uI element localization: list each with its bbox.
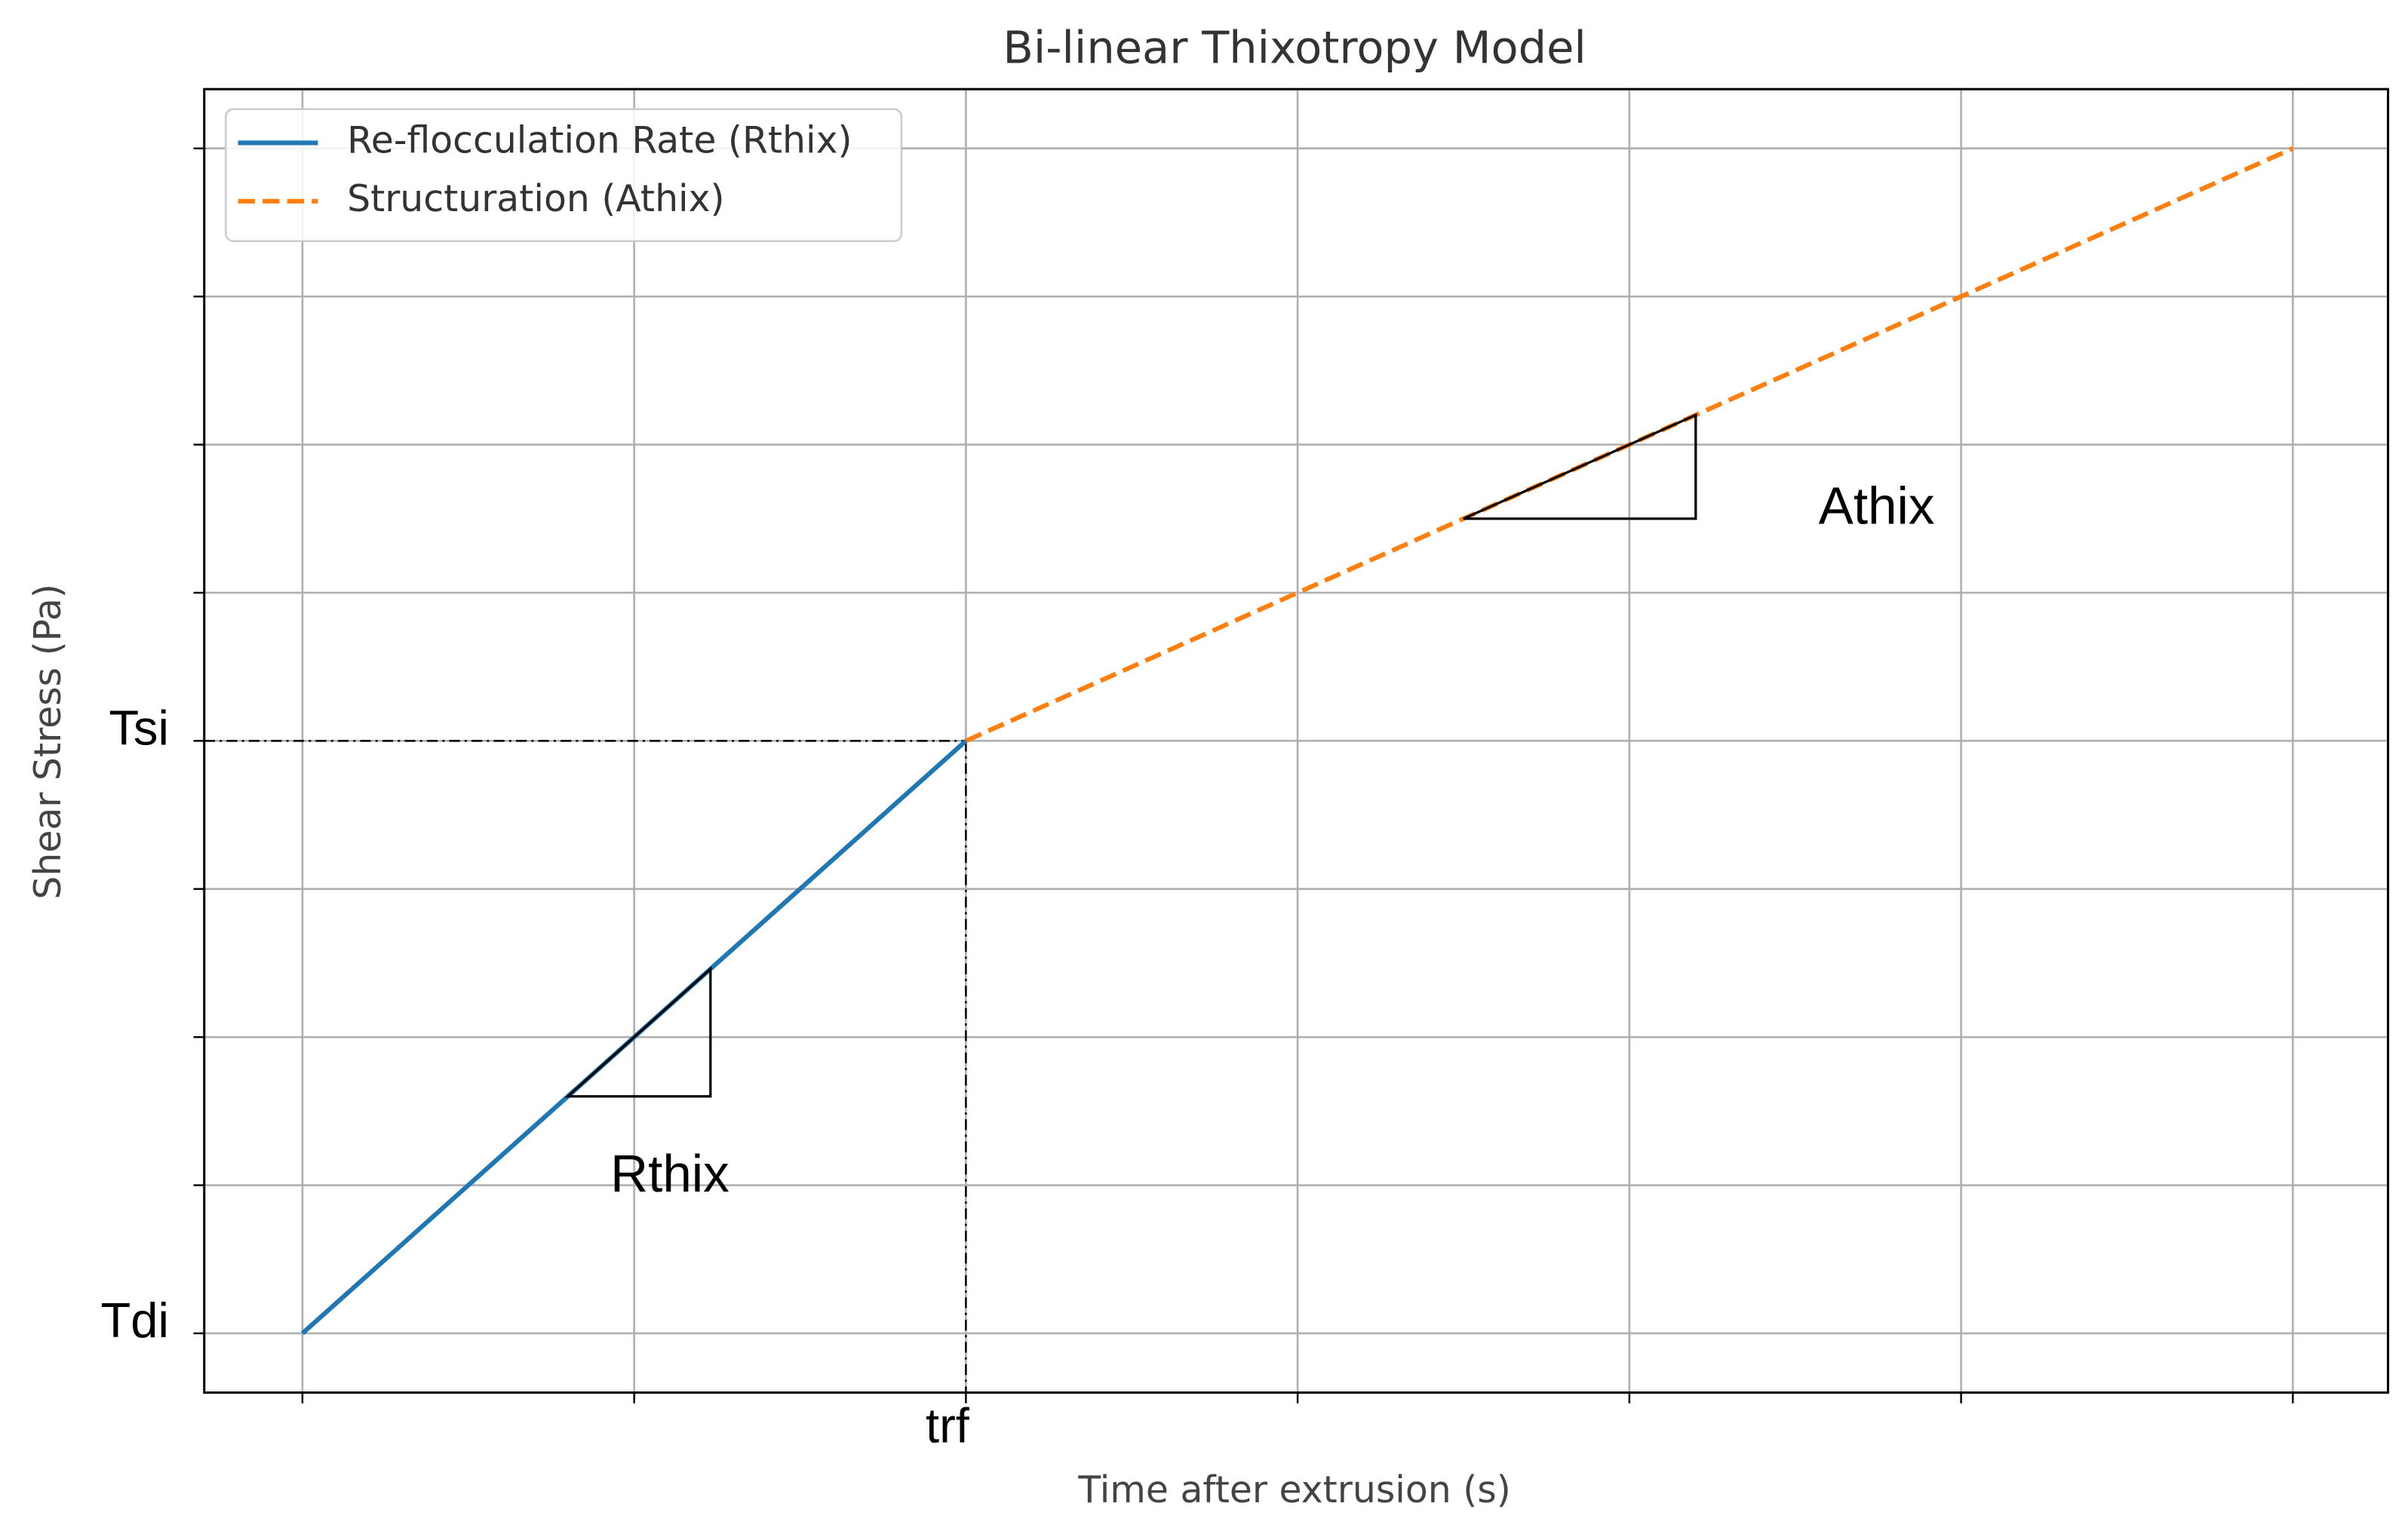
x-axis-label: Time after extrusion (s) bbox=[1077, 1468, 1510, 1511]
y-tick-label: Tdi bbox=[100, 1293, 168, 1348]
x-tick-label: trf bbox=[926, 1398, 970, 1453]
legend-label: Re-flocculation Rate (Rthix) bbox=[347, 118, 852, 161]
legend-label: Structuration (Athix) bbox=[347, 177, 725, 220]
plot-frame bbox=[203, 87, 2390, 1394]
y-tick-label: Tsi bbox=[109, 700, 169, 755]
y-axis-label: Shear Stress (Pa) bbox=[26, 584, 69, 900]
slope-triangle bbox=[1463, 413, 1697, 520]
legend-box bbox=[224, 108, 903, 243]
annotation: Rthix bbox=[610, 1144, 729, 1203]
slope-triangle bbox=[564, 966, 712, 1098]
chart-title: Bi-linear Thixotropy Model bbox=[1003, 21, 1586, 73]
annotation: Athix bbox=[1819, 476, 1935, 535]
